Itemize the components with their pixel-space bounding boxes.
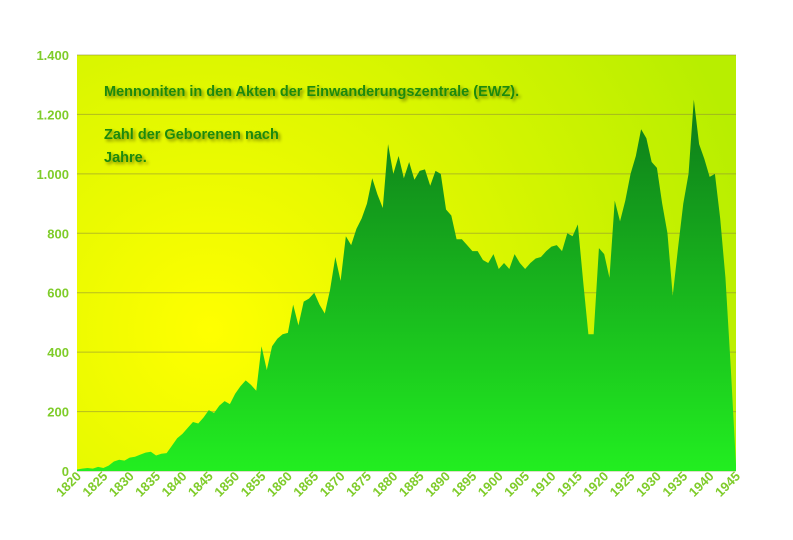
x-tick-label-5: 1845	[185, 469, 216, 500]
x-tick-label-1: 1825	[79, 469, 110, 500]
x-tick-label-18: 1910	[528, 469, 559, 500]
x-tick-label-10: 1870	[317, 469, 348, 500]
x-tick-label-20: 1920	[580, 469, 611, 500]
y-tick-label-6: 1.200	[36, 107, 69, 122]
chart-title: Mennoniten in den Akten der Einwanderung…	[104, 84, 519, 100]
x-tick-label-7: 1855	[238, 469, 269, 500]
x-tick-label-4: 1840	[159, 469, 190, 500]
x-tick-label-15: 1895	[448, 469, 479, 500]
x-tick-label-19: 1915	[554, 469, 585, 500]
y-tick-label-1: 200	[47, 405, 69, 420]
x-tick-label-17: 1905	[501, 469, 532, 500]
x-tick-label-6: 1850	[211, 469, 242, 500]
x-tick-label-14: 1890	[422, 469, 453, 500]
x-tick-label-12: 1880	[369, 469, 400, 500]
x-tick-label-11: 1875	[343, 469, 374, 500]
y-tick-label-5: 1.000	[36, 167, 69, 182]
x-tick-label-21: 1925	[607, 469, 638, 500]
y-tick-label-2: 400	[47, 345, 69, 360]
x-axis-tick-labels: 1820182518301835184018451850185518601865…	[53, 469, 743, 500]
x-tick-label-23: 1935	[659, 469, 690, 500]
y-axis-tick-labels: 0 200 400 600 800 1.000 1.200 1.400	[36, 48, 69, 479]
x-tick-label-8: 1860	[264, 469, 295, 500]
y-tick-label-7: 1.400	[36, 48, 69, 63]
x-tick-label-22: 1930	[633, 469, 664, 500]
y-tick-label-4: 800	[47, 226, 69, 241]
x-tick-label-16: 1900	[475, 469, 506, 500]
y-tick-label-0: 0	[62, 464, 69, 479]
y-tick-label-3: 600	[47, 286, 69, 301]
x-tick-label-2: 1830	[106, 469, 137, 500]
x-tick-label-25: 1945	[712, 469, 743, 500]
x-tick-label-9: 1865	[290, 469, 321, 500]
births-area-series	[77, 99, 736, 471]
x-tick-label-3: 1835	[132, 469, 163, 500]
x-tick-label-24: 1940	[686, 469, 717, 500]
chart-subtitle-line-1: Zahl der Geborenen nach	[104, 127, 279, 143]
x-tick-label-13: 1885	[396, 469, 427, 500]
x-tick-label-0: 1820	[53, 469, 84, 500]
chart-subtitle-line-2: Jahre.	[104, 150, 147, 166]
